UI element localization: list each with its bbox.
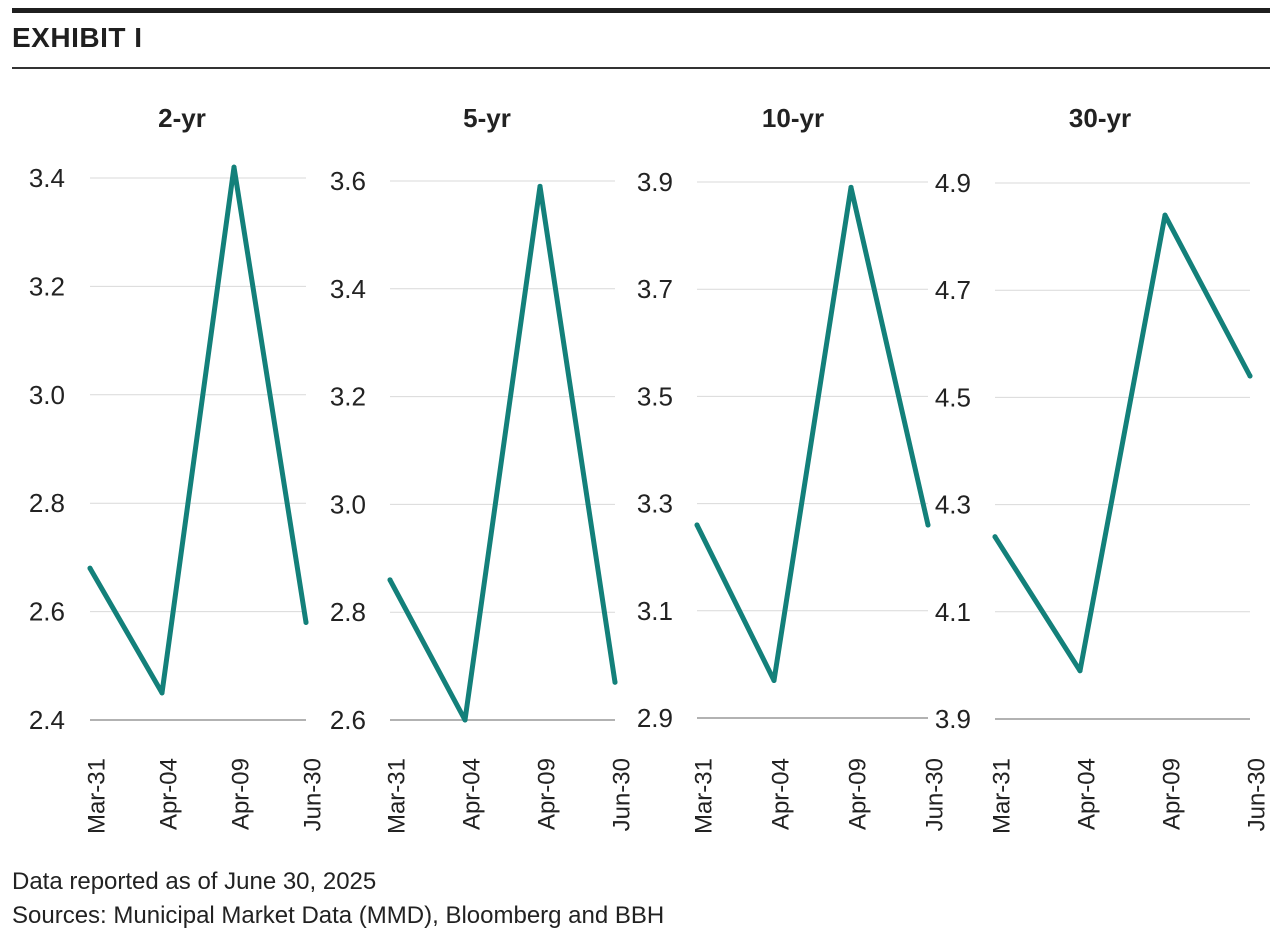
data-point-jun-30 [925,522,931,528]
data-point-mar-31 [387,577,393,583]
x-tick-label: Mar-31 [83,758,110,834]
chart-4: 30-yr 4.9 4.7 4.5 4.3 4.1 3.9 Mar-31 Apr-04 Apr-0… [935,103,1271,834]
data-point-jun-30 [612,679,618,685]
y-tick-label: 2.8 [29,488,65,518]
x-tick-label: Apr-04 [767,758,794,830]
series-line [87,164,309,696]
exhibit-title: EXHIBIT I [12,22,143,53]
y-tick-label: 3.2 [330,382,366,412]
chart-2: 5-yr 3.6 3.4 3.2 3.0 2.8 2.6 Mar-31 Apr-04 Apr-09… [330,103,636,834]
y-tick-label: 3.0 [330,489,366,519]
data-point-mar-31 [87,565,93,571]
data-point-apr-04 [159,690,165,696]
data-point-apr-09 [231,164,237,170]
y-tick-label: 3.0 [29,380,65,410]
chart-1: 2-yr 3.4 3.2 3.0 2.8 2.6 2.4 Mar-31 Apr-04 Apr-09… [29,103,327,834]
data-point-apr-09 [1162,212,1168,218]
x-tick-label: Apr-09 [227,758,254,830]
data-point-jun-30 [1247,373,1253,379]
x-tick-label: Jun-30 [608,758,635,831]
chart-title: 30-yr [1069,103,1131,133]
date-note: Data reported as of June 30, 2025 [12,868,377,895]
chart-3: 10-yr 3.9 3.7 3.5 3.3 3.1 2.9 Mar-31 Apr-04 Apr-0… [637,103,949,834]
y-tick-label: 2.6 [29,597,65,627]
title-rule [12,67,1270,69]
y-tick-label: 4.9 [935,168,971,198]
x-tick-label: Mar-31 [383,758,410,834]
data-point-apr-09 [848,184,854,190]
x-tick-label: Apr-09 [1158,758,1185,830]
x-tick-label: Jun-30 [1243,758,1270,831]
data-point-apr-04 [1077,668,1083,674]
y-tick-label: 2.4 [29,705,65,735]
chart-title: 5-yr [463,103,511,133]
x-tick-label: Apr-09 [533,758,560,830]
y-tick-label: 2.9 [637,703,673,733]
y-tick-label: 3.2 [29,271,65,301]
y-tick-label: 3.9 [935,704,971,734]
y-tick-label: 4.5 [935,382,971,412]
x-tick-label: Apr-04 [458,758,485,830]
y-tick-label: 3.6 [330,166,366,196]
sources-note: Sources: Municipal Market Data (MMD), Bl… [12,902,665,929]
y-tick-label: 3.4 [29,163,65,193]
top-rule [12,8,1270,13]
y-tick-label: 4.7 [935,275,971,305]
x-tick-label: Jun-30 [299,758,326,831]
y-tick-label: 3.4 [330,274,366,304]
data-point-apr-04 [462,717,468,723]
series-line [694,184,931,683]
series-line [992,212,1253,674]
x-tick-label: Mar-31 [690,758,717,834]
data-point-jun-30 [303,619,309,625]
y-tick-label: 2.6 [330,705,366,735]
data-point-mar-31 [694,522,700,528]
y-tick-label: 4.3 [935,490,971,520]
x-tick-label: Mar-31 [988,758,1015,834]
series-line [387,183,618,723]
y-tick-label: 3.3 [637,489,673,519]
y-tick-label: 3.5 [637,381,673,411]
x-tick-label: Apr-09 [844,758,871,830]
x-tick-label: Apr-04 [155,758,182,830]
y-tick-label: 4.1 [935,597,971,627]
data-point-apr-09 [537,183,543,189]
x-tick-label: Jun-30 [921,758,948,831]
data-point-apr-04 [771,677,777,683]
chart-title: 10-yr [762,103,824,133]
x-tick-label: Apr-04 [1073,758,1100,830]
chart-title: 2-yr [158,103,206,133]
y-tick-label: 3.7 [637,274,673,304]
y-tick-label: 3.9 [637,167,673,197]
y-tick-label: 2.8 [330,597,366,627]
data-point-mar-31 [992,534,998,540]
y-tick-label: 3.1 [637,596,673,626]
